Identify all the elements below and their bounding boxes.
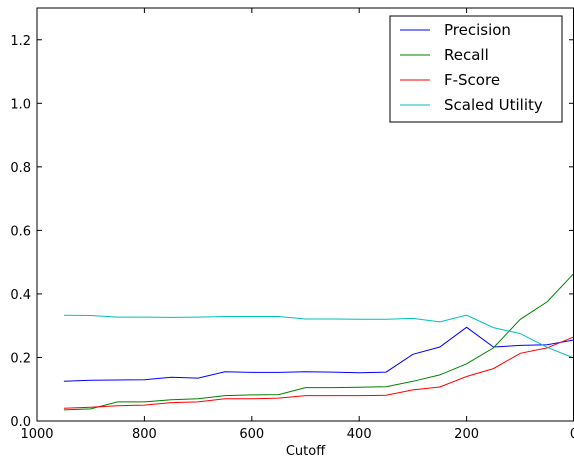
- x-tick-label: 400: [347, 427, 372, 442]
- axis-tick-labels: 1000 800 600 400 200 0 0.0 0.2 0.4 0.6 0.8 1.0 1.2: [10, 34, 574, 442]
- x-tick-label: 600: [239, 427, 264, 442]
- legend-box: [389, 15, 563, 123]
- plot-lines: [63, 272, 574, 411]
- legend-entry: F-Score: [444, 71, 500, 89]
- legend: Precision Recall F-Score Scaled Utility: [389, 15, 563, 123]
- series-line-precision: [63, 326, 574, 382]
- y-tick-label: 1.2: [10, 34, 31, 49]
- series-line-recall: [63, 272, 574, 411]
- y-tick-label: 0.8: [10, 161, 31, 176]
- x-tick-label: 200: [454, 427, 479, 442]
- y-tick-label: 0.2: [10, 351, 31, 366]
- legend-entry: Scaled Utility: [444, 96, 543, 114]
- x-tick-label: 1000: [20, 427, 53, 442]
- legend-entry: Precision: [444, 21, 511, 39]
- x-axis-label: Cutoff: [286, 444, 326, 457]
- x-tick-label: 0: [570, 427, 574, 442]
- x-tick-label: 800: [132, 427, 157, 442]
- y-tick-label: 0.4: [10, 288, 31, 303]
- series-line-scaled-utility: [63, 314, 574, 359]
- legend-entry: Recall: [444, 46, 489, 64]
- series-line-f-score: [63, 336, 574, 409]
- y-tick-label: 0.0: [10, 415, 31, 430]
- y-tick-label: 1.0: [10, 97, 31, 112]
- axis-ticks: [36, 8, 574, 422]
- y-tick-label: 0.6: [10, 224, 31, 239]
